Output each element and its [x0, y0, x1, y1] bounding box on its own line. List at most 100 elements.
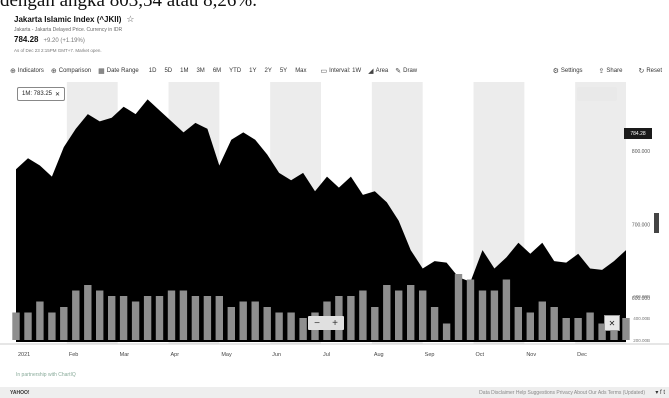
x-tick-label: 2021: [18, 352, 30, 358]
volume-bar: [454, 274, 463, 340]
chart-type-select[interactable]: ◢ Area: [368, 67, 388, 75]
volume-bar: [407, 285, 415, 340]
close-icon: ✕: [608, 318, 616, 328]
x-tick-label: Mar: [120, 352, 130, 358]
zoom-control: − +: [308, 316, 344, 330]
comparison-icon: ⊕: [50, 68, 57, 75]
quote-price: 784.28: [14, 35, 39, 44]
range-3m[interactable]: 3M: [196, 68, 205, 74]
indicators-label: Indicators: [17, 68, 44, 74]
watchlist-star-icon[interactable]: ☆: [126, 13, 135, 24]
settings-label: Settings: [560, 68, 583, 74]
x-tick-label: Sep: [425, 352, 435, 358]
volume-bar: [60, 307, 68, 340]
x-tick-label: Apr: [171, 352, 180, 358]
range-1y[interactable]: 1Y: [249, 68, 257, 74]
zoom-out-button[interactable]: −: [314, 317, 320, 329]
x-tick-label: Feb: [69, 352, 78, 358]
gear-icon: ⚙: [552, 68, 559, 75]
chart-area[interactable]: 600.000 700.000 800.000 200.00B 400.00B 600.0…: [0, 82, 669, 372]
volume-bar: [251, 301, 259, 340]
volume-bar: [622, 318, 630, 340]
x-tick-label: Aug: [374, 352, 384, 358]
volume-bar: [299, 318, 307, 340]
quote-change: +9.20 (+1.19%): [43, 38, 85, 44]
y-tick-label: 600.000: [632, 296, 650, 302]
zoom-in-button[interactable]: +: [332, 317, 338, 329]
volume-bar: [526, 312, 534, 340]
chart-type-label: Area: [375, 68, 389, 74]
area-chart-icon: ◢: [368, 68, 374, 75]
range-ytd[interactable]: YTD: [229, 68, 242, 74]
reset-button[interactable]: ↻ Reset: [638, 67, 662, 75]
volume-bar: [538, 301, 546, 340]
x-tick-label: Oct: [476, 352, 485, 358]
social-icons[interactable]: ▾ f t: [655, 390, 665, 396]
volume-bar: [514, 307, 522, 340]
reset-label: Reset: [646, 68, 662, 74]
close-icon[interactable]: ✕: [55, 91, 61, 98]
range-2y[interactable]: 2Y: [264, 68, 272, 74]
x-tick-label: Nov: [526, 352, 536, 358]
range-5y[interactable]: 5Y: [279, 68, 288, 74]
volume-bar: [478, 290, 487, 340]
interval-select[interactable]: ▭ Interval: 1W: [321, 67, 362, 75]
volume-bar: [430, 307, 439, 340]
comparison-label: Comparison: [58, 68, 92, 74]
footer-logo: YAHOO!: [10, 389, 30, 396]
comparison-tag-label: 1M: 783.25: [22, 91, 53, 97]
comparison-tag[interactable]: 1M: 783.25 ✕: [17, 87, 66, 101]
comparison-button[interactable]: ⊕ Comparison: [51, 67, 91, 75]
volume-bar: [347, 296, 355, 340]
volume-bar: [72, 290, 80, 340]
volume-bar: [131, 301, 140, 340]
volume-bar: [191, 296, 200, 340]
interval-icon: ▭: [320, 68, 328, 75]
range-1m[interactable]: 1M: [180, 68, 189, 74]
volume-bar: [48, 312, 56, 340]
volume-bar: [24, 312, 32, 340]
partner-credit: In partnership with ChartIQ: [16, 372, 76, 378]
volume-bar: [442, 323, 451, 340]
date-range-button[interactable]: ▦ Date Range: [98, 67, 139, 75]
quote-header: Jakarta Islamic Index (^JKII) ☆ Jakarta …: [14, 12, 654, 60]
volume-bar: [550, 307, 558, 340]
volume-scale-handle[interactable]: [654, 213, 659, 233]
volume-bar: [36, 301, 44, 340]
volume-bar: [562, 318, 570, 340]
reset-icon: ↻: [638, 68, 645, 75]
volume-bar: [119, 296, 128, 340]
volume-bar: [275, 312, 283, 340]
indicators-button[interactable]: ⊕ Indicators: [10, 67, 44, 75]
volume-tick-label: 400.00B: [633, 316, 650, 321]
y-tick-label: 700.000: [632, 222, 650, 228]
range-1d[interactable]: 1D: [148, 68, 157, 74]
volume-bar: [179, 290, 188, 340]
draw-button[interactable]: ✎ Draw: [395, 67, 417, 75]
footer-links[interactable]: Data Disclaimer Help Suggestions Privacy…: [479, 389, 645, 396]
date-range-label: Date Range: [106, 68, 139, 74]
current-price-tag: 784.28: [624, 128, 652, 139]
article-caption: dengan angka 803,54 atau 8,26%.: [0, 0, 257, 11]
x-tick-label: Dec: [577, 352, 587, 358]
volume-bar: [227, 307, 235, 340]
volume-bar: [586, 312, 594, 340]
volume-bar: [287, 312, 295, 340]
volume-bar: [12, 312, 20, 340]
quote-as-of: As of Dec 23 2:15PM GMT+7. Market open.: [14, 48, 102, 53]
range-6m[interactable]: 6M: [212, 68, 222, 74]
volume-bar: [574, 318, 582, 340]
settings-button[interactable]: ⚙ Settings: [553, 67, 583, 75]
share-button[interactable]: ⇪ Share: [599, 67, 623, 75]
volume-bar: [263, 307, 271, 340]
chart-toolbar: ⊕ Indicators ⊕ Comparison ▦ Date Range 1…: [10, 63, 669, 79]
close-volume-button[interactable]: ✕: [604, 315, 620, 331]
volume-bar: [359, 290, 367, 340]
range-5d[interactable]: 5D: [164, 68, 173, 74]
price-chart[interactable]: 600.000 700.000 800.000 200.00B 400.00B 600.0…: [0, 82, 669, 372]
volume-bar: [167, 290, 176, 340]
volume-bar: [84, 285, 92, 340]
range-max[interactable]: Max: [295, 68, 307, 74]
volume-bar: [395, 290, 403, 340]
volume-bar: [143, 296, 152, 340]
